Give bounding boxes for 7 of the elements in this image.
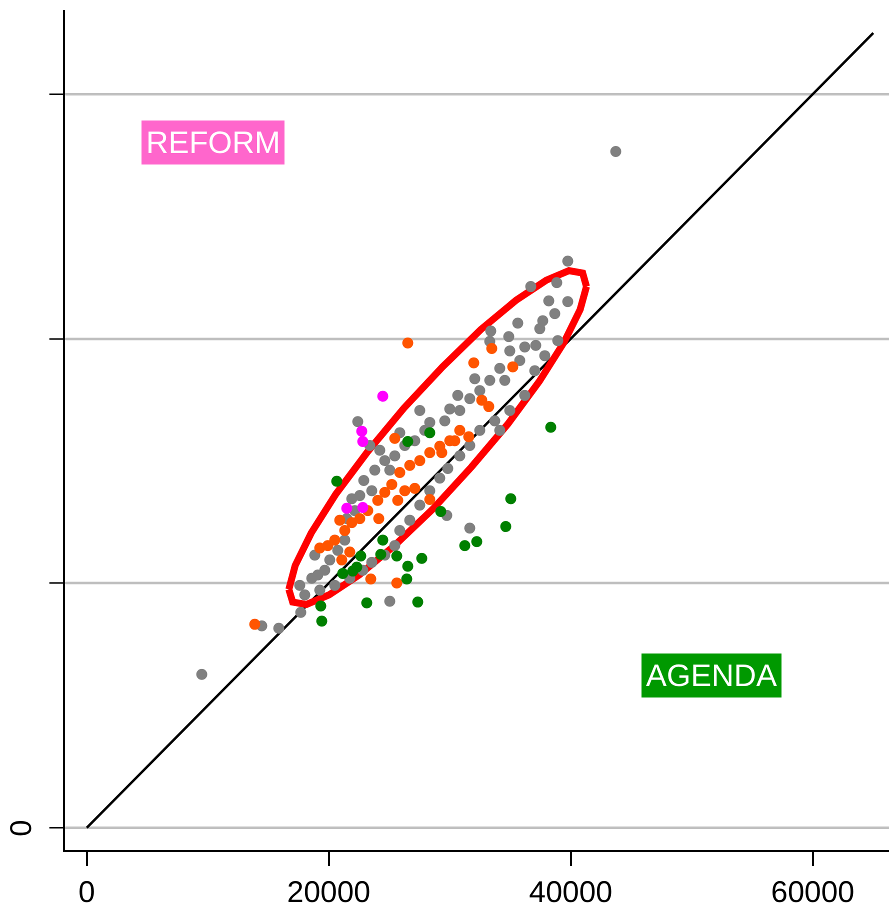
x-tick-label: 0 [78,876,96,908]
x-tick-label: 20000 [287,876,370,908]
annotation: AGENDA [646,658,778,693]
x-tick-label: 60000 [771,876,854,908]
ref-line-label: 0 [5,820,38,837]
annotation: REFORM [146,125,280,160]
x-tick-label: 40000 [529,876,612,908]
